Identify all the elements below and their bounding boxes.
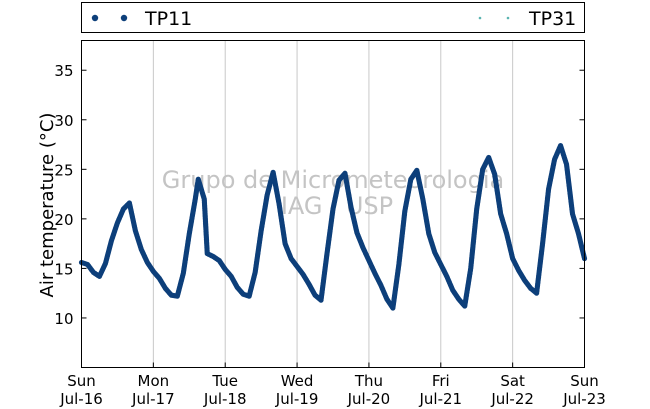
watermark: Grupo de Micrometeorologia IAG / USP [162, 166, 504, 220]
x-axis: SunJul-16MonJul-17TueJul-18WedJul-19ThuJ… [59, 362, 606, 408]
plot-frame [81, 40, 585, 368]
watermark-line-1: Grupo de Micrometeorologia [162, 166, 504, 194]
data-points [78, 142, 588, 311]
legend-marker-tp11-a [91, 14, 99, 22]
x-tick-date-1: Jul-17 [131, 390, 175, 408]
legend-label-tp31: TP31 [528, 8, 576, 30]
legend-marker-tp11-b [120, 14, 128, 22]
legend-marker-tp31-a [478, 16, 482, 20]
x-tick-day-3: Wed [281, 372, 314, 390]
legend-frame [81, 2, 585, 33]
x-tick-day-5: Fri [432, 372, 450, 390]
x-tick-date-6: Jul-22 [490, 390, 534, 408]
y-tick-label-10: 10 [54, 310, 73, 328]
x-tick-date-7: Jul-23 [562, 390, 606, 408]
legend-label-tp11: TP11 [144, 8, 192, 30]
legend-marker-tp31-b [506, 16, 510, 20]
y-tick-label-15: 15 [54, 260, 73, 278]
x-tick-day-1: Mon [138, 372, 170, 390]
x-tick-date-3: Jul-19 [275, 390, 319, 408]
x-tick-date-5: Jul-21 [418, 390, 462, 408]
y-tick-label-35: 35 [54, 62, 73, 80]
x-tick-day-4: Thu [354, 372, 383, 390]
y-axis-label: Air temperature (°C) [37, 113, 58, 298]
y-tick-label-20: 20 [54, 211, 73, 229]
y-tick-label-25: 25 [54, 161, 73, 179]
x-tick-date-2: Jul-18 [203, 390, 247, 408]
x-tick-day-6: Sat [500, 372, 525, 390]
gridlines [152, 40, 514, 368]
x-tick-day-7: Sun [570, 372, 599, 390]
x-tick-day-0: Sun [67, 372, 96, 390]
legend: TP11 TP31 [81, 2, 585, 33]
y-axis: 10 15 20 25 30 35 [54, 62, 585, 328]
x-tick-day-2: Tue [211, 372, 238, 390]
y-tick-label-30: 30 [54, 112, 73, 130]
x-tick-date-0: Jul-16 [59, 390, 103, 408]
x-tick-date-4: Jul-20 [347, 390, 391, 408]
